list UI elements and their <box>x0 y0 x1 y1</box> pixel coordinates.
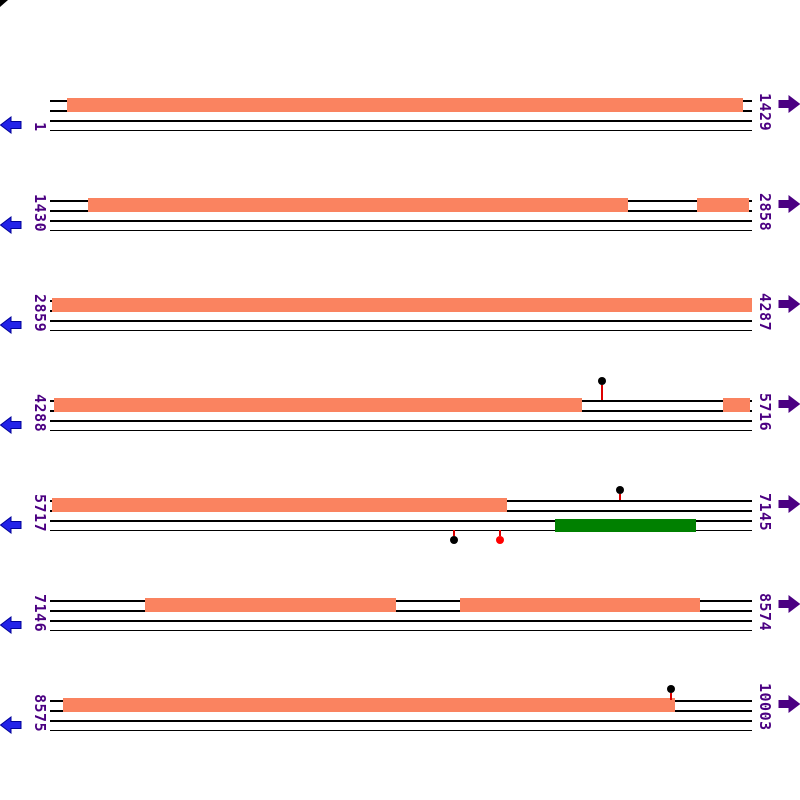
page-right-arrow-icon[interactable] <box>778 195 800 213</box>
marker-black-dot[interactable] <box>616 486 624 494</box>
row-start-coordinate: 1430 <box>31 193 49 232</box>
row-end-coordinate: 1429 <box>756 92 774 131</box>
track-line <box>50 120 752 122</box>
track-line <box>50 600 752 602</box>
feature-forward-strand[interactable] <box>723 398 750 412</box>
page-right-arrow-icon[interactable] <box>778 695 800 713</box>
page-right-arrow-icon[interactable] <box>778 395 800 413</box>
sequence-row: 8575 10003 <box>0 683 800 734</box>
sequence-row: 5717 7145 <box>0 486 800 544</box>
page-left-arrow-icon[interactable] <box>0 316 22 334</box>
page-right-arrow-icon[interactable] <box>778 495 800 513</box>
track-line <box>50 320 752 322</box>
track-line <box>50 620 752 622</box>
feature-forward-strand[interactable] <box>63 698 675 712</box>
row-start-coordinate: 8575 <box>31 693 49 732</box>
page-left-arrow-icon[interactable] <box>0 716 22 734</box>
track-line <box>50 529 752 531</box>
row-end-coordinate: 5716 <box>756 392 774 431</box>
feature-forward-strand[interactable] <box>88 198 628 212</box>
row-start-coordinate: 1 <box>31 122 49 132</box>
track-line <box>50 229 752 231</box>
feature-forward-strand[interactable] <box>697 198 749 212</box>
feature-forward-strand[interactable] <box>145 598 396 612</box>
row-start-coordinate: 2859 <box>31 293 49 332</box>
marker-black-dot[interactable] <box>598 377 606 385</box>
marker-stem <box>619 494 621 500</box>
corner-artifact <box>0 0 8 7</box>
feature-forward-strand[interactable] <box>52 498 507 512</box>
page-left-arrow-icon[interactable] <box>0 216 22 234</box>
track-line <box>50 610 752 612</box>
page-left-arrow-icon[interactable] <box>0 616 22 634</box>
page-left-arrow-icon[interactable] <box>0 116 22 134</box>
row-start-coordinate: 7146 <box>31 593 49 632</box>
row-start-coordinate: 5717 <box>31 493 49 532</box>
sequence-row: 1 1429 <box>0 93 800 134</box>
page-right-arrow-icon[interactable] <box>778 295 800 313</box>
track-line <box>50 720 752 722</box>
sequence-row: 4288 5716 <box>0 377 800 434</box>
track-line <box>50 729 752 731</box>
track-line <box>50 429 752 431</box>
track-line <box>50 420 752 422</box>
page-left-arrow-icon[interactable] <box>0 416 22 434</box>
feature-forward-strand[interactable] <box>52 298 752 312</box>
feature-forward-strand[interactable] <box>54 398 582 412</box>
row-end-coordinate: 7145 <box>756 492 774 531</box>
page-left-arrow-icon[interactable] <box>0 516 22 534</box>
marker-stem <box>499 530 501 536</box>
row-end-coordinate: 10003 <box>756 683 774 731</box>
feature-forward-strand[interactable] <box>460 598 700 612</box>
row-end-coordinate: 8574 <box>756 592 774 631</box>
feature-forward-strand[interactable] <box>67 98 743 112</box>
track-line <box>50 129 752 131</box>
track-line <box>50 329 752 331</box>
marker-stem <box>453 530 455 536</box>
marker-black-dot[interactable] <box>667 685 675 693</box>
sequence-row: 7146 8574 <box>0 593 800 634</box>
marker-black-dot[interactable] <box>450 536 458 544</box>
marker-red-dot[interactable] <box>496 536 504 544</box>
feature-reverse-strand[interactable] <box>555 519 696 532</box>
marker-stem <box>670 693 672 700</box>
track-line <box>50 220 752 222</box>
marker-stem <box>601 385 603 400</box>
page-right-arrow-icon[interactable] <box>778 595 800 613</box>
sequence-row: 2859 4287 <box>0 293 800 334</box>
sequence-row: 1430 2858 <box>0 193 800 234</box>
track-line <box>50 520 752 522</box>
row-end-coordinate: 4287 <box>756 292 774 331</box>
track-line <box>50 629 752 631</box>
row-start-coordinate: 4288 <box>31 393 49 432</box>
page-right-arrow-icon[interactable] <box>778 95 800 113</box>
row-end-coordinate: 2858 <box>756 192 774 231</box>
